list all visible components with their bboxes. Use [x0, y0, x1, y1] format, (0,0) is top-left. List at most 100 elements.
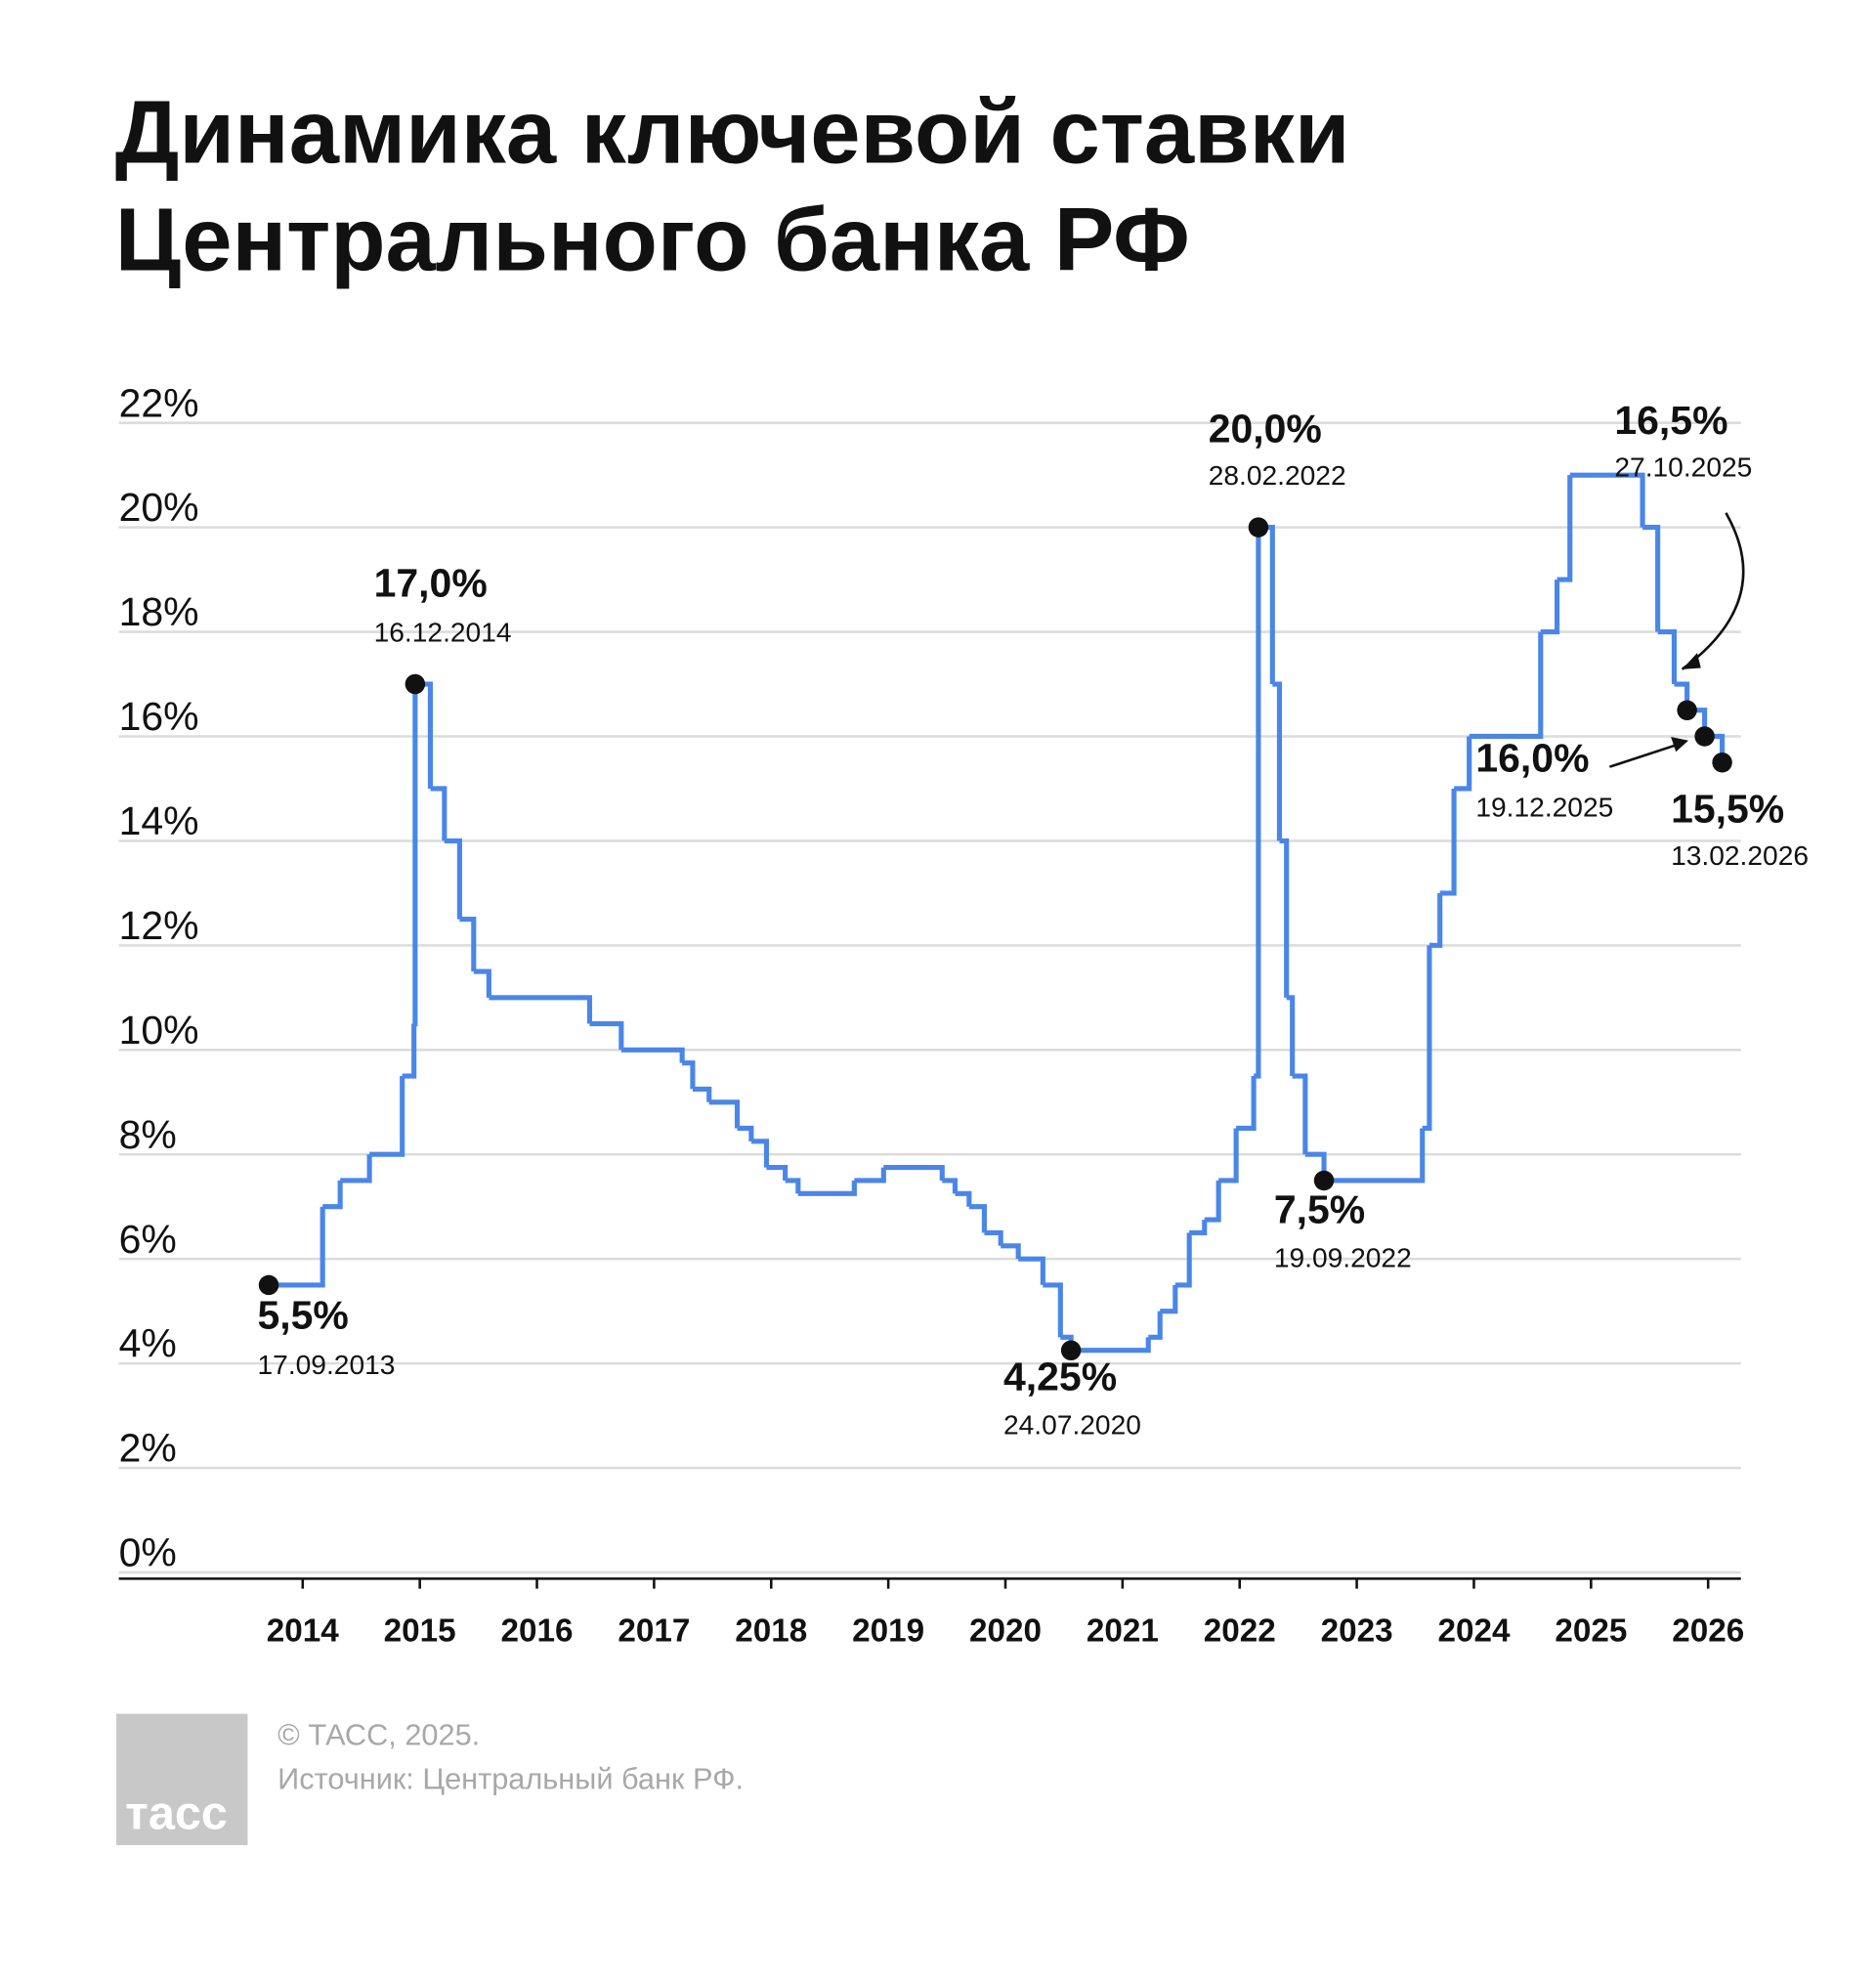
x-tick-label: 2022 — [1204, 1613, 1276, 1649]
annotation-value: 20,0% — [1209, 407, 1322, 452]
step-segment — [1657, 628, 1677, 685]
y-tick-label: 16% — [119, 694, 199, 739]
step-segment — [1254, 527, 1261, 1079]
y-tick-label: 2% — [119, 1426, 177, 1471]
arrow-head — [1671, 736, 1688, 753]
step-segment — [1642, 525, 1661, 632]
step-segment — [269, 1206, 325, 1288]
step-segment — [1556, 475, 1573, 582]
x-tick-label: 2025 — [1555, 1613, 1627, 1649]
y-tick-label: 20% — [119, 485, 199, 530]
x-tick-label: 2015 — [384, 1613, 456, 1649]
step-segment — [708, 1099, 741, 1129]
step-segment — [692, 1086, 712, 1102]
chart-title: Динамика ключевой ставки — [115, 81, 1350, 182]
step-segment — [1148, 1311, 1163, 1340]
annotation-dot — [1694, 726, 1715, 747]
x-tick-label: 2026 — [1672, 1613, 1744, 1649]
logo — [116, 1713, 248, 1846]
annotation-date: 24.07.2020 — [1003, 1409, 1141, 1440]
step-segment — [1279, 838, 1290, 998]
x-tick-label: 2020 — [969, 1613, 1042, 1649]
step-segment — [968, 1204, 987, 1233]
step-segment — [1439, 788, 1457, 896]
x-tick-label: 2017 — [618, 1613, 690, 1649]
step-segment — [459, 917, 477, 972]
arrow — [1608, 742, 1683, 768]
y-tick-label: 0% — [119, 1530, 177, 1575]
x-tick-label: 2016 — [501, 1613, 574, 1649]
chart-title: Центрального банка РФ — [115, 189, 1190, 289]
annotation-dot — [1313, 1170, 1335, 1191]
annotation-value: 7,5% — [1274, 1186, 1365, 1231]
arrow-head — [1682, 653, 1701, 669]
step-segment — [1286, 995, 1296, 1077]
annotation-value: 15,5% — [1671, 787, 1784, 832]
step-segment — [430, 786, 448, 841]
step-segment — [402, 1023, 417, 1079]
annotation-date: 28.02.2022 — [1209, 460, 1346, 491]
step-segment — [589, 1020, 624, 1051]
annotation-date: 13.02.2026 — [1671, 840, 1809, 871]
annotation-dot — [405, 673, 426, 695]
y-tick-label: 22% — [119, 380, 199, 425]
step-segment — [1236, 1076, 1257, 1132]
copyright: © ТАСС, 2025. — [277, 1718, 480, 1752]
step-segment — [797, 1180, 857, 1196]
x-tick-label: 2018 — [735, 1613, 807, 1649]
step-segment — [489, 995, 593, 1024]
step-segment — [1272, 681, 1283, 841]
step-segment — [750, 1139, 770, 1168]
step-segment — [620, 1047, 685, 1063]
y-tick-label: 14% — [119, 798, 199, 843]
arrow — [1681, 512, 1745, 670]
annotation-value: 16,5% — [1614, 398, 1727, 443]
step-segment — [854, 1167, 886, 1183]
y-tick-label: 8% — [119, 1112, 177, 1157]
annotation-value: 4,25% — [1003, 1355, 1117, 1399]
step-segment — [1428, 892, 1443, 948]
step-segment — [737, 1125, 754, 1141]
annotation-value: 17,0% — [374, 560, 488, 605]
step-segment — [883, 1165, 945, 1181]
x-tick-label: 2024 — [1437, 1613, 1511, 1649]
step-segment — [473, 968, 491, 998]
x-tick-label: 2014 — [267, 1613, 340, 1649]
step-segment — [322, 1180, 343, 1210]
step-segment — [1469, 631, 1544, 740]
y-tick-label: 4% — [119, 1321, 177, 1366]
step-segment — [942, 1178, 959, 1194]
step-segment — [369, 1076, 405, 1157]
step-segment — [766, 1165, 789, 1181]
step-segment — [340, 1154, 372, 1183]
step-segment — [1189, 1220, 1208, 1235]
annotation-dot — [1060, 1340, 1082, 1360]
step-segment — [1569, 472, 1645, 528]
source: Источник: Центральный банк РФ. — [277, 1761, 744, 1795]
step-segment — [1218, 1128, 1239, 1183]
y-tick-label: 10% — [119, 1008, 199, 1053]
y-tick-label: 6% — [119, 1217, 177, 1262]
step-segment — [682, 1060, 696, 1090]
annotation-dot — [1677, 700, 1697, 720]
step-segment — [1422, 945, 1432, 1132]
step-segment — [412, 684, 418, 1027]
annotation-dot — [258, 1274, 279, 1296]
step-segment — [1160, 1284, 1178, 1314]
step-segment — [1018, 1256, 1045, 1285]
step-segment — [1174, 1232, 1192, 1288]
step-segment — [1204, 1180, 1221, 1223]
x-tick-label: 2019 — [852, 1613, 924, 1649]
step-segment — [1001, 1243, 1021, 1260]
x-tick-label: 2021 — [1087, 1613, 1159, 1649]
logo-text: тасс — [125, 1786, 228, 1839]
y-tick-label: 18% — [119, 589, 199, 634]
step-segment — [785, 1178, 801, 1194]
annotation-value: 5,5% — [258, 1293, 349, 1338]
annotation-date: 19.12.2025 — [1475, 792, 1613, 822]
annotation-date: 19.09.2022 — [1274, 1242, 1412, 1272]
step-segment — [984, 1229, 1003, 1246]
step-segment — [1454, 736, 1472, 792]
step-segment — [955, 1190, 972, 1207]
